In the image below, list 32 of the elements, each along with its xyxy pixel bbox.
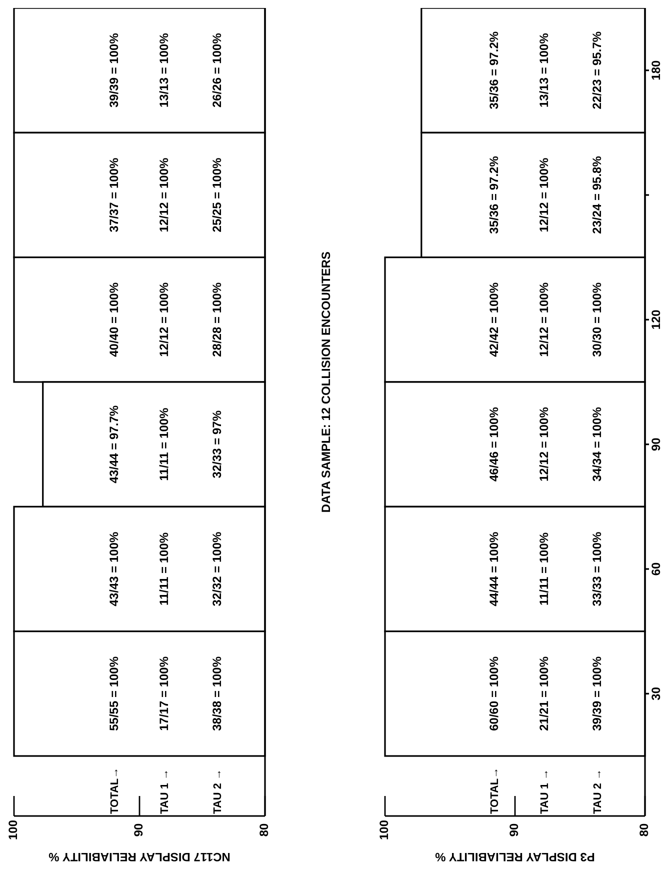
annotation: TAU 1 →: [538, 768, 551, 814]
annotation: TAU 1 →: [158, 768, 171, 814]
x-tick-label: 80: [637, 823, 652, 837]
y-tick-label: 90: [649, 437, 664, 452]
x-axis-title: NC117 DISPLAY RELIABILITY %: [48, 850, 230, 864]
annotation: TOTAL→: [488, 767, 501, 814]
text: DATA SAMPLE: 12 COLLISION ENCOUNTERS: [319, 251, 334, 513]
y-tick-label: 120: [649, 309, 664, 330]
text: 43/44 = 97.7% 11/11 = 100% 32/33 = 97%: [107, 405, 224, 484]
text: 43/43 = 100% 11/11 = 100% 32/32 = 100%: [107, 532, 224, 606]
text: 60/60 = 100% 21/21 = 100% 39/39 = 100%: [487, 656, 604, 731]
text: 42/42 = 100% 12/12 = 100% 30/30 = 100%: [487, 282, 604, 357]
x-tick-label: 80: [257, 823, 272, 837]
x-tick-label: 90: [132, 823, 146, 837]
x-tick-label: 100: [6, 820, 20, 840]
annotation: TOTAL→: [108, 767, 121, 814]
text: 37/37 = 100% 12/12 = 100% 25/25 = 100%: [107, 158, 224, 232]
y-tick-label: 180: [649, 60, 664, 80]
x-tick-label: 90: [507, 823, 522, 837]
text: 39/39 = 100% 13/13 = 100% 26/26 = 100%: [107, 33, 224, 108]
annotation: TAU 2 →: [212, 768, 224, 814]
text: 35/36 = 97.2% 12/12 = 100% 23/24 = 95.8%: [487, 156, 604, 234]
y-tick-label: 60: [649, 562, 664, 576]
text: 46/46 = 100% 12/12 = 100% 34/34 = 100%: [487, 407, 604, 482]
x-axis-title: P3 DISPLAY RELIABILITY %: [434, 850, 595, 864]
y-tick-label: 30: [649, 686, 664, 700]
text: 44/44 = 100% 11/11 = 100% 33/33 = 100%: [487, 532, 604, 606]
x-tick-label: 100: [377, 820, 392, 840]
text: 40/40 = 100% 12/12 = 100% 28/28 = 100%: [107, 282, 224, 357]
text: 55/55 = 100% 17/17 = 100% 38/38 = 100%: [107, 656, 224, 731]
text: 35/36 = 97.2% 13/13 = 100% 22/23 = 95.7%: [487, 31, 604, 110]
annotation: TAU 2 →: [592, 768, 604, 814]
